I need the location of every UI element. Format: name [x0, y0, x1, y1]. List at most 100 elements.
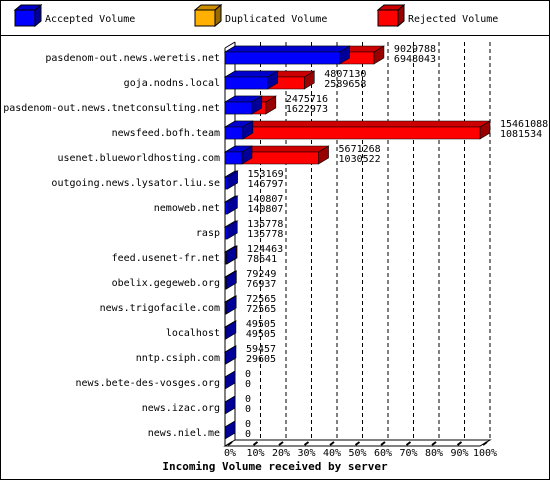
x-tick: [354, 441, 361, 446]
y-tick-label: newsfeed.bofh.team: [112, 128, 220, 139]
y-tick-label: rasp: [196, 228, 220, 239]
value-label: 124463: [247, 244, 283, 255]
value-label: 0: [245, 394, 251, 405]
y-tick-label: feed.usenet-fr.net: [112, 253, 220, 264]
bar: [223, 270, 238, 290]
bar: [223, 95, 263, 115]
bar: [223, 295, 238, 315]
y-tick-label: usenet.blueworldhosting.com: [57, 153, 220, 164]
value-label: 5671268: [339, 144, 381, 155]
value-label: 0: [245, 369, 251, 380]
legend-swatch: [377, 9, 399, 27]
bar: [223, 245, 238, 265]
bar-face: [224, 301, 227, 315]
value-label: 140807: [247, 204, 283, 215]
bar-face: [224, 151, 243, 165]
bar-face: [224, 251, 227, 265]
value-label: 76937: [246, 279, 276, 290]
y-tick-label: news.izac.org: [142, 403, 220, 414]
bar-face: [224, 51, 340, 65]
bar: [224, 370, 236, 390]
x-tick-label: 40%: [323, 448, 341, 459]
value-label: 1030522: [339, 154, 381, 165]
bar-face: [224, 126, 481, 140]
value-label: 15461088: [500, 119, 548, 130]
value-label: 72565: [246, 304, 276, 315]
x-tick-label: 10%: [246, 448, 264, 459]
value-label: 6948043: [394, 54, 436, 65]
value-label: 9029788: [394, 44, 436, 55]
bar: [223, 170, 239, 190]
value-label: 0: [245, 404, 251, 415]
legend-swatch: [14, 9, 36, 27]
legend-label: Duplicated Volume: [225, 14, 327, 25]
left-wall-top: [224, 41, 236, 49]
x-axis-label: Incoming Volume received by server: [162, 460, 388, 473]
value-label: 49505: [246, 329, 276, 340]
x-tick-label: 30%: [297, 448, 315, 459]
x-tick: [278, 441, 284, 446]
bar: [223, 345, 237, 365]
bar-face: [224, 176, 228, 190]
bar: [223, 220, 239, 240]
value-label: 4807130: [324, 69, 366, 80]
value-label: 1081534: [500, 129, 542, 140]
legend-swatch-side: [397, 3, 405, 28]
y-tick-label: news.niel.me: [148, 428, 220, 439]
x-tick-label: 90%: [450, 448, 468, 459]
x-tick: [329, 441, 335, 446]
x-tick-label: 60%: [374, 448, 392, 459]
bar-face: [223, 120, 492, 128]
bar: [223, 45, 351, 65]
x-tick: [252, 441, 259, 446]
x-tick: [405, 441, 412, 446]
bar-face: [224, 101, 253, 115]
bar: [223, 120, 492, 140]
y-tick-label: news.trigofacile.com: [100, 303, 220, 314]
value-label: 2475716: [286, 94, 328, 105]
bar: [223, 120, 254, 140]
bar-face: [223, 45, 351, 53]
y-tick-label: localhost: [166, 328, 220, 339]
legend-label: Rejected Volume: [408, 14, 498, 25]
bar: [224, 420, 236, 440]
legend-swatch-side: [214, 3, 222, 28]
value-label: 1622973: [286, 104, 328, 115]
bar-face: [224, 276, 227, 290]
bar-face: [224, 76, 269, 90]
bar: [223, 195, 239, 215]
value-label: 29605: [246, 354, 276, 365]
value-label: 79249: [246, 269, 276, 280]
bar: [223, 145, 254, 165]
value-label: 140807: [247, 194, 283, 205]
x-tick: [431, 441, 437, 446]
bar-face: [224, 201, 228, 215]
value-label: 0: [245, 379, 251, 390]
value-label: 153169: [248, 169, 284, 180]
bar: [223, 320, 237, 340]
x-tick-label: 80%: [425, 448, 443, 459]
bar: [224, 395, 236, 415]
y-tick-label: obelix.gegeweb.org: [112, 278, 220, 289]
y-tick-label: nemoweb.net: [154, 203, 220, 214]
y-tick-label: pasdenom-out.news.tnetconsulting.net: [3, 103, 220, 114]
x-tick-label: 70%: [399, 448, 417, 459]
legend-swatch: [194, 9, 216, 27]
x-tick: [303, 441, 310, 446]
x-tick: [380, 441, 386, 446]
value-label: 49505: [246, 319, 276, 330]
y-tick-label: goja.nodns.local: [124, 78, 220, 89]
bar-face: [224, 326, 227, 340]
value-label: 59457: [246, 344, 276, 355]
value-label: 146797: [248, 179, 284, 190]
x-tick-label: 0%: [224, 448, 236, 459]
y-tick-label: outgoing.news.lysator.liu.se: [51, 178, 220, 189]
y-tick-label: news.bete-des-vosges.org: [76, 378, 221, 389]
value-label: 135778: [247, 229, 283, 240]
x-tick: [456, 441, 463, 446]
x-tick: [482, 441, 488, 446]
value-label: 72565: [246, 294, 276, 305]
value-label: 135778: [247, 219, 283, 230]
legend-label: Accepted Volume: [45, 14, 135, 25]
